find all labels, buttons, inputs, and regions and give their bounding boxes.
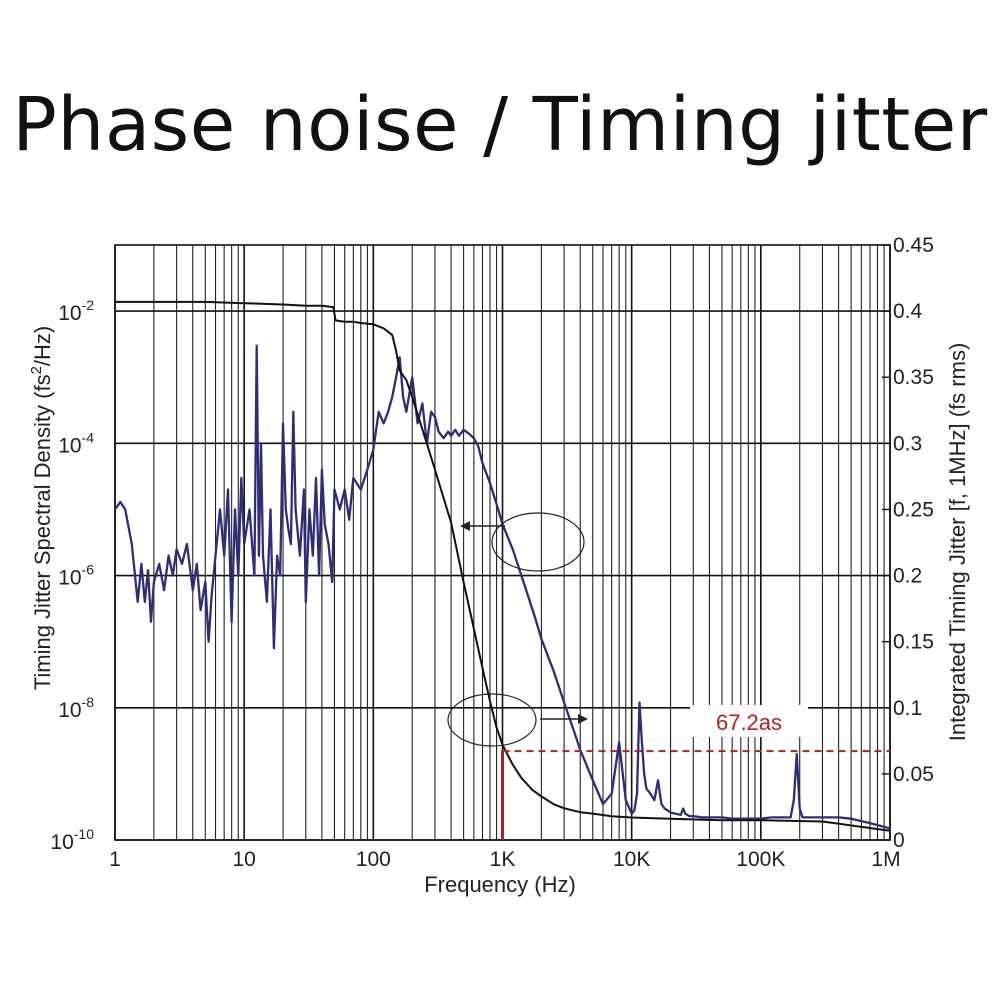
integrated-jitter-line <box>115 300 891 832</box>
x-tick-label: 10 <box>232 848 255 871</box>
y-left-tick-label: 10-2 <box>58 297 94 325</box>
x-tick-label: 1 <box>109 848 121 871</box>
y-left-tick-label: 10-10 <box>50 826 94 854</box>
tick-labels: 1 10 100 1K 10K 100K 1M 10-2 10-4 10-6 10-8 10-10 0 0… <box>50 234 933 871</box>
y-right-tick-label: 0.3 <box>893 432 922 455</box>
integrated-value-label: 67.2as <box>716 710 782 735</box>
x-tick-label: 100 <box>356 848 391 871</box>
y-left-tick-label: 10-4 <box>58 429 94 457</box>
plot-area <box>114 300 891 832</box>
x-axis-label: Frequency (Hz) <box>424 872 576 897</box>
series-marker-ellipse <box>447 693 537 747</box>
y-right-tick-label: 0.45 <box>893 234 934 257</box>
y-right-tick-label: 0.1 <box>893 697 922 720</box>
y-axis-label-left: Timing Jitter Spectral Density (fs2/Hz) <box>28 326 55 691</box>
y-axis-label-right: Integrated Timing Jitter [f, 1MHz] (fs r… <box>945 343 970 742</box>
y-left-tick-label: 10-6 <box>58 562 94 590</box>
x-tick-label: 100K <box>736 848 785 871</box>
left-axis-arrowhead <box>460 521 470 531</box>
value-label-box <box>690 705 808 737</box>
y-right-tick-label: 0.15 <box>893 631 934 654</box>
x-tick-label: 1K <box>490 848 516 871</box>
y-right-tick-label: 0.35 <box>893 366 934 389</box>
x-tick-label: 10K <box>613 848 650 871</box>
annotations: 67.2as <box>447 512 890 840</box>
y-right-tick-label: 0.25 <box>893 498 934 521</box>
right-axis-arrowhead <box>578 714 588 724</box>
y-left-tick-label: 10-8 <box>58 694 94 722</box>
spectral-density-line <box>114 344 891 830</box>
y-right-tick-label: 0.05 <box>893 763 934 786</box>
x-tick-label: 1M <box>871 848 900 871</box>
y-right-tick-label: 0 <box>893 829 905 852</box>
page-title: Phase noise / Timing jitter <box>12 82 988 168</box>
y-right-tick-label: 0.2 <box>893 565 922 588</box>
series-marker-ellipse <box>491 512 585 572</box>
y-right-tick-label: 0.4 <box>893 300 923 323</box>
